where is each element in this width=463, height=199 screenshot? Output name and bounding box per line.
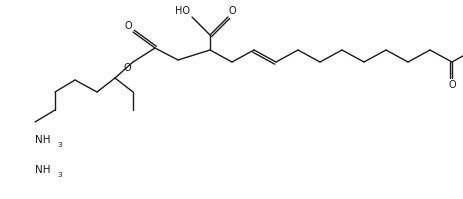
Text: O: O [124,21,131,31]
Text: O: O [447,80,455,90]
Text: O: O [123,63,131,73]
Text: NH: NH [35,135,50,145]
Text: 3: 3 [57,142,62,148]
Text: NH: NH [35,165,50,175]
Text: 3: 3 [57,172,62,178]
Text: O: O [229,6,236,16]
Text: HO: HO [175,6,189,16]
